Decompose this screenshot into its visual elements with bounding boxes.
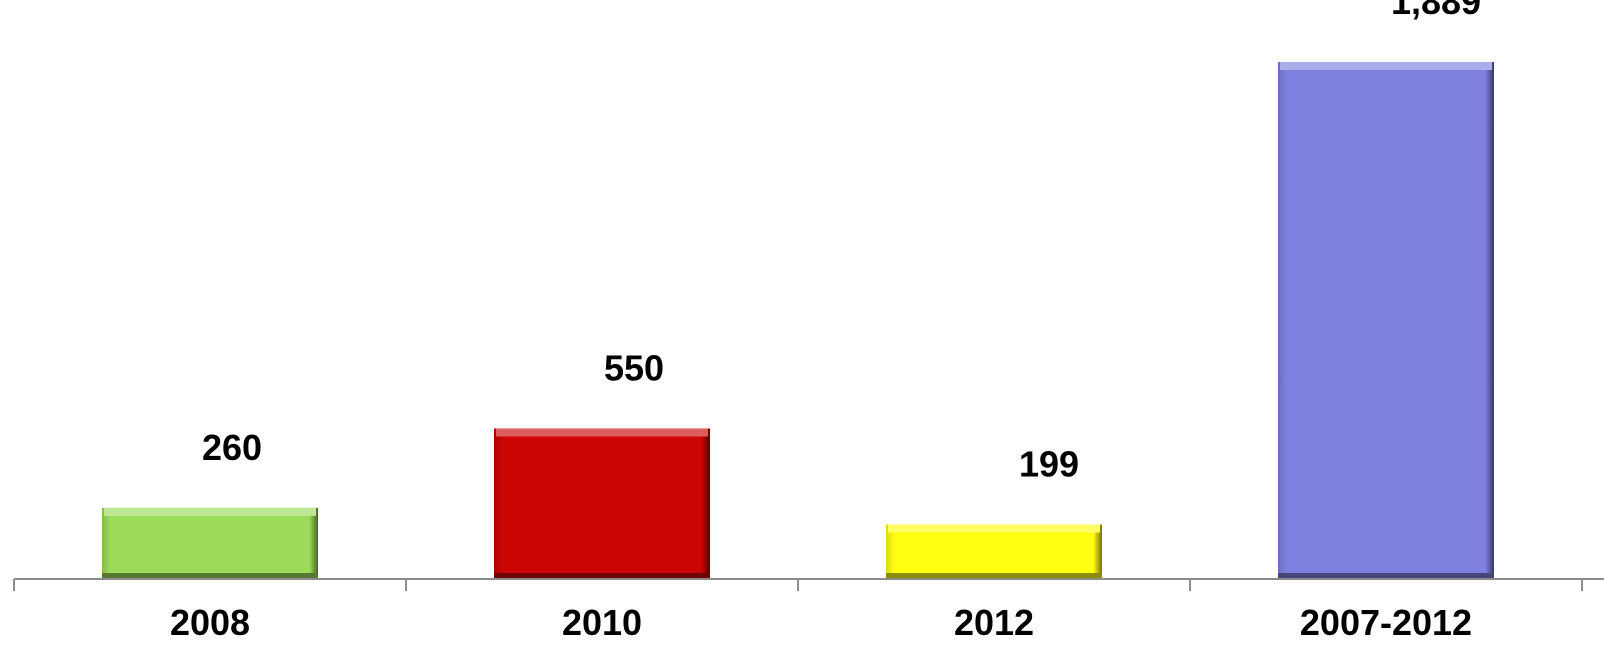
data-label-2007-2012: 1,889 [1391, 0, 1481, 22]
bar-2008 [102, 507, 318, 579]
bars-group [102, 62, 1494, 579]
x-tick-label-2008: 2008 [170, 602, 250, 643]
x-tick-label-2010: 2010 [562, 602, 642, 643]
bar-highlight [888, 524, 1100, 533]
bar-2012 [886, 524, 1102, 579]
bar-2007-2012 [1278, 62, 1494, 579]
bar-highlight [104, 507, 316, 516]
bar-shadow [102, 573, 318, 579]
data-label-2010: 550 [604, 347, 664, 388]
labels-group: 260 2008 550 2010 199 2012 1,889 2007-2012 [170, 0, 1481, 643]
bar-highlight [496, 428, 708, 437]
data-label-2008: 260 [202, 427, 262, 468]
data-label-2012: 199 [1019, 444, 1079, 485]
bar-highlight [1280, 62, 1492, 70]
bar-2010 [494, 428, 710, 579]
bar-shadow [1278, 573, 1494, 579]
x-tick-label-2007-2012: 2007-2012 [1300, 602, 1472, 643]
bar-shadow [494, 573, 710, 579]
x-axis [13, 578, 1604, 591]
x-tick-label-2012: 2012 [954, 602, 1034, 643]
bar-shadow [886, 573, 1102, 579]
